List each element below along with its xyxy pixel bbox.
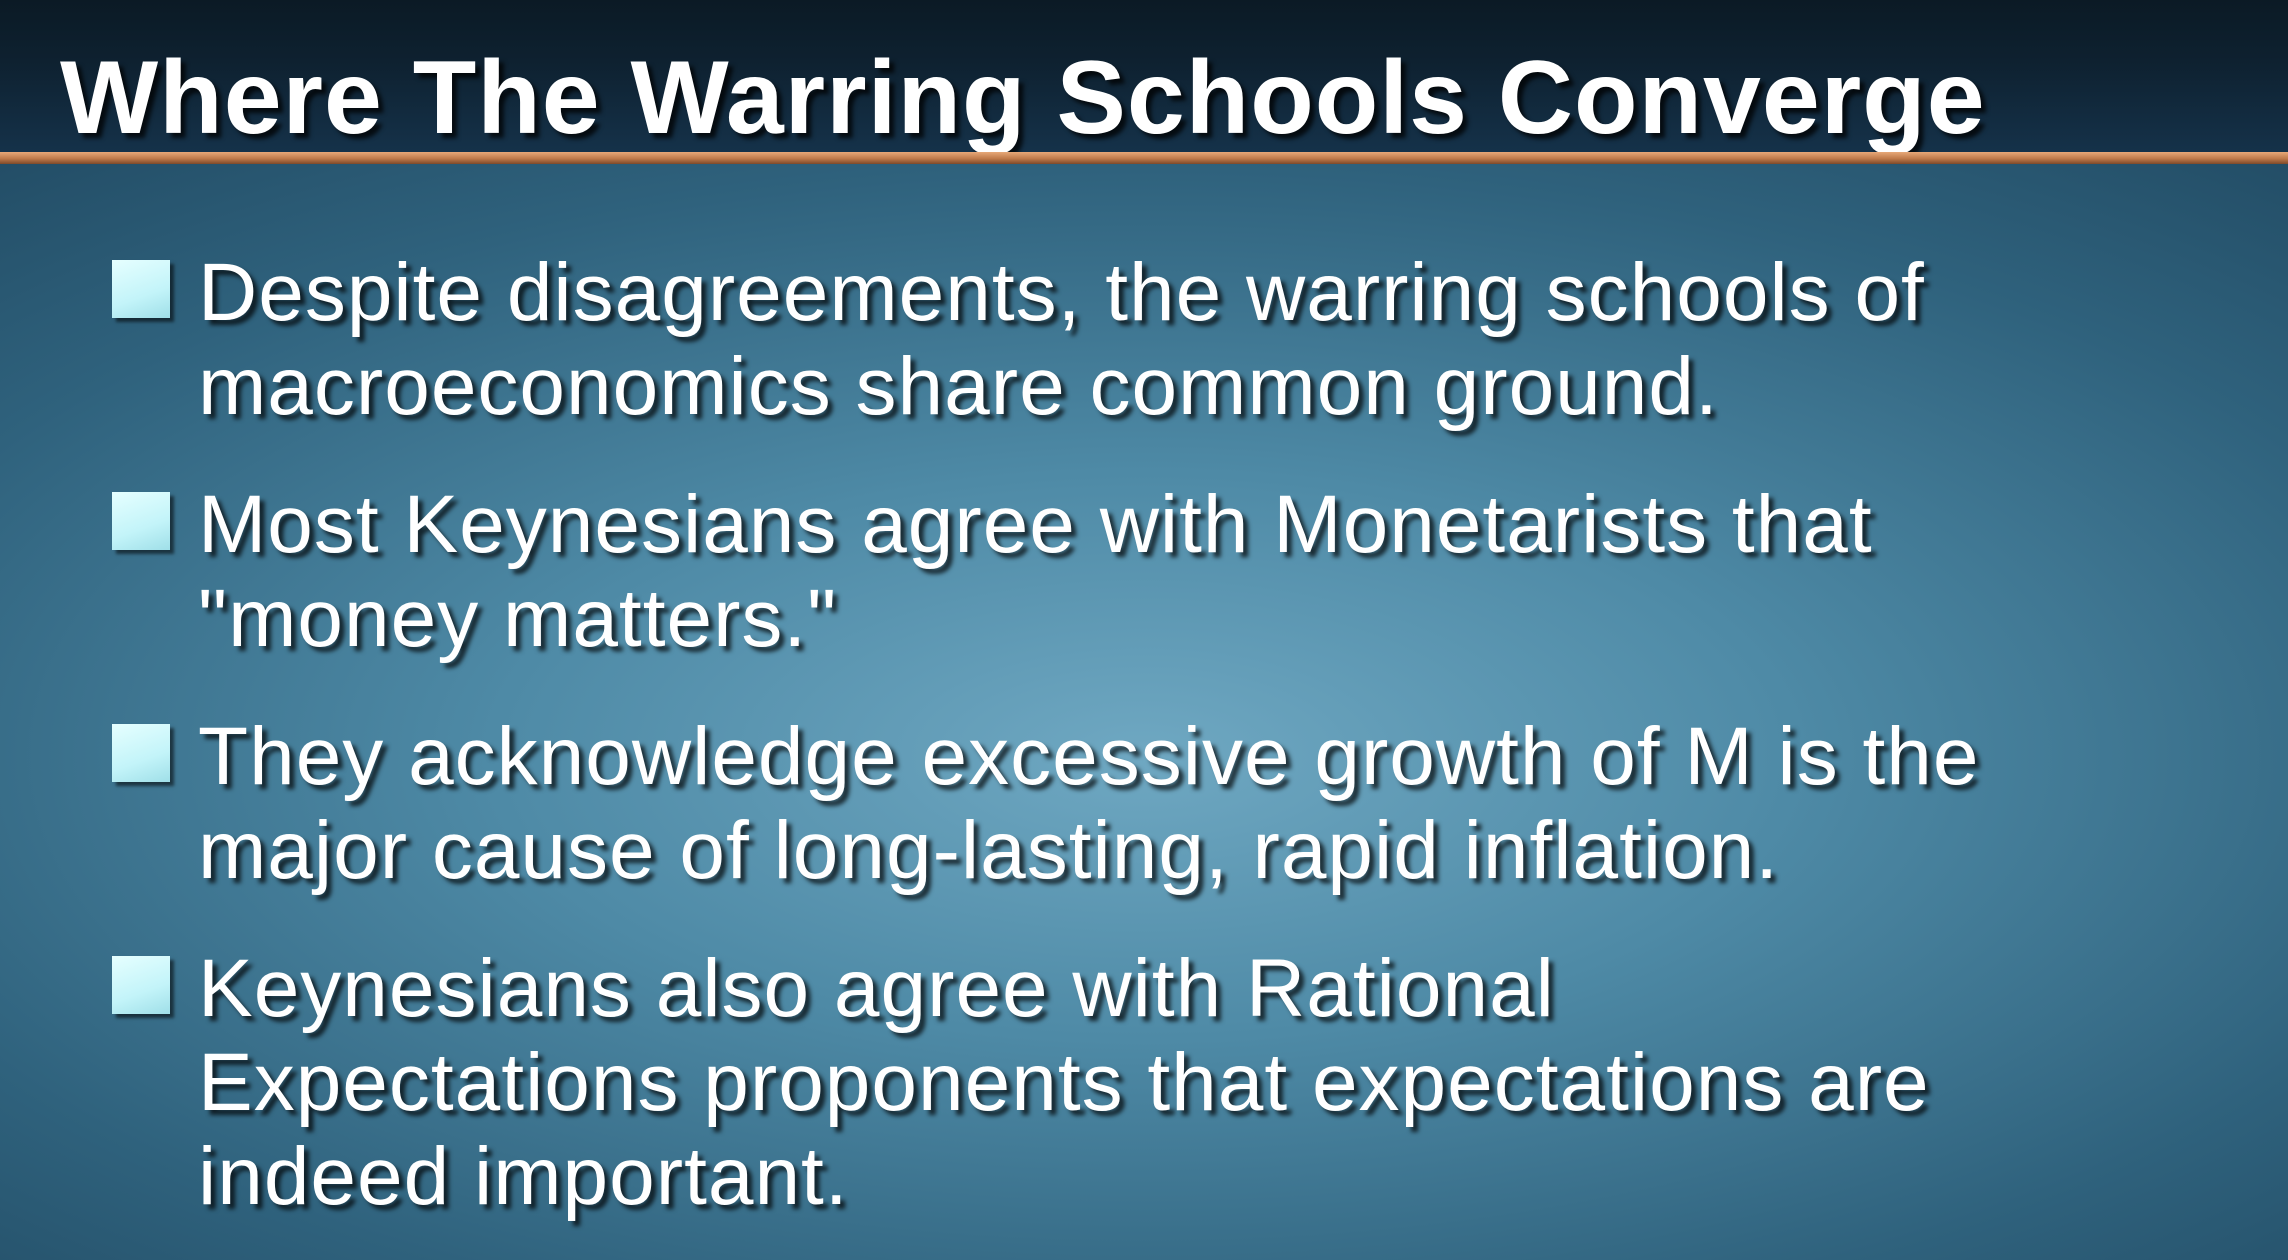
square-bullet-icon: [112, 956, 170, 1014]
bullet-line: Keynesians also agree with Rational: [198, 943, 1555, 1034]
bullet-text: They acknowledge excessive growth of M i…: [198, 710, 2218, 898]
square-bullet-icon: [112, 724, 170, 782]
bullet-line: "money matters.": [198, 573, 838, 664]
bullet-line: Expectations proponents that expectation…: [198, 1037, 1930, 1128]
slide-title: Where The Warring Schools Converge: [60, 40, 1986, 156]
bullet-line: Despite disagreements, the warring schoo…: [198, 247, 1925, 338]
square-bullet-icon: [112, 492, 170, 550]
bullet-line: They acknowledge excessive growth of M i…: [198, 711, 1980, 802]
bullet-line: indeed important.: [198, 1131, 849, 1222]
bullet-text: Despite disagreements, the warring schoo…: [198, 246, 2218, 434]
bullet-text: Keynesians also agree with Rational Expe…: [198, 942, 2218, 1224]
bullet-text: Most Keynesians agree with Monetarists t…: [198, 478, 2218, 666]
title-bar: Where The Warring Schools Converge: [0, 0, 2288, 156]
title-divider: [0, 152, 2288, 164]
bullet-line: major cause of long-lasting, rapid infla…: [198, 805, 1780, 896]
square-bullet-icon: [112, 260, 170, 318]
bullet-line: macroeconomics share common ground.: [198, 341, 1719, 432]
bullet-line: Most Keynesians agree with Monetarists t…: [198, 479, 1873, 570]
